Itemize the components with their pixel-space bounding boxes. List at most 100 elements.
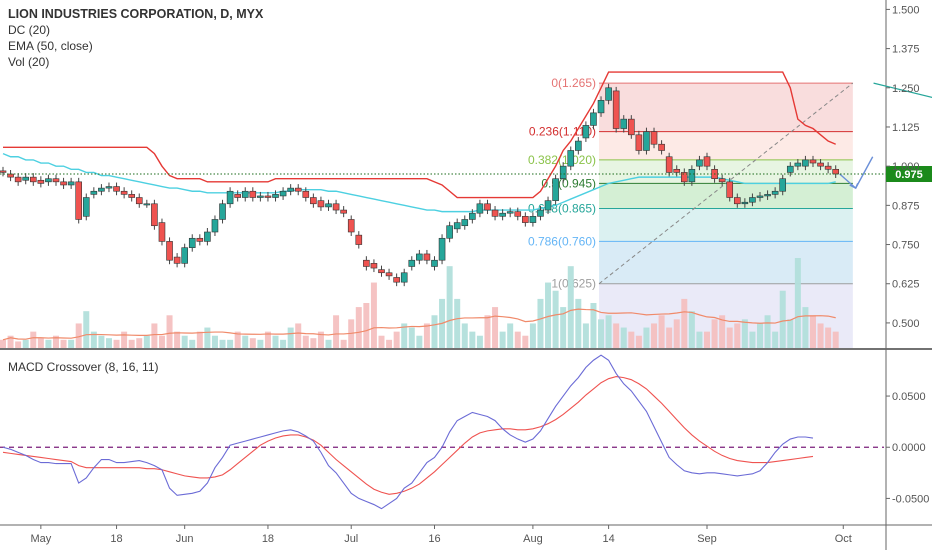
- macd-signal-line: [2, 376, 814, 495]
- volume-bar: [37, 338, 44, 348]
- candle: [310, 197, 317, 205]
- volume-bar: [673, 319, 680, 348]
- volume-bar: [545, 282, 552, 348]
- candle: [188, 237, 196, 248]
- candle: [105, 186, 113, 189]
- volume-bar: [514, 331, 521, 348]
- candle: [279, 190, 287, 197]
- volume-bar: [234, 331, 241, 348]
- volume-bar: [317, 331, 324, 348]
- candle: [257, 195, 264, 198]
- volume-bar: [681, 298, 688, 348]
- candle: [605, 87, 612, 101]
- volume-bar: [575, 298, 582, 348]
- candle: [484, 203, 491, 211]
- volume-bar: [98, 335, 105, 348]
- candle: [272, 194, 279, 198]
- candle: [294, 187, 302, 192]
- macd-indicator-label: MACD Crossover (8, 16, 11): [8, 360, 159, 374]
- volume-bar: [560, 307, 567, 348]
- volume-bar: [757, 323, 763, 348]
- candle: [370, 263, 378, 269]
- candle: [794, 162, 802, 167]
- time-tick-label: 18: [262, 533, 274, 545]
- candle: [514, 211, 522, 217]
- volume-bar: [582, 323, 589, 348]
- volume-bar: [741, 319, 748, 348]
- volume-bar: [484, 315, 491, 348]
- price-tick-label: 0.500: [892, 318, 920, 330]
- candle: [90, 190, 98, 195]
- volume-bar: [507, 323, 514, 348]
- volume-bar: [537, 298, 544, 348]
- volume-bar: [113, 339, 120, 348]
- volume-bar: [628, 331, 635, 348]
- volume-bar: [446, 266, 453, 348]
- volume-bar: [832, 331, 839, 348]
- candle: [82, 197, 90, 217]
- candle: [135, 197, 143, 205]
- projection-arrow-down: [839, 173, 857, 189]
- candle: [680, 172, 688, 183]
- volume-bar: [590, 303, 597, 348]
- volume-bar: [257, 339, 264, 348]
- price-tick-label: 1.000: [892, 161, 920, 173]
- time-tick-label: Oct: [835, 533, 852, 545]
- candle: [211, 219, 219, 233]
- macd-tick-label: -0.0500: [892, 493, 929, 505]
- volume-bar: [355, 307, 362, 348]
- volume-bar: [620, 327, 627, 348]
- candle: [628, 118, 635, 136]
- candle: [355, 234, 363, 245]
- volume-bar: [658, 315, 665, 348]
- ema-indicator-label: EMA (50, close): [8, 39, 93, 53]
- candle: [597, 100, 605, 114]
- candle: [575, 140, 582, 151]
- volume-bar: [136, 338, 143, 348]
- price-legend: LION INDUSTRIES CORPORATION, D, MYX DC (…: [8, 6, 263, 70]
- candle: [332, 203, 340, 211]
- volume-bar: [60, 339, 67, 348]
- volume-bar: [696, 331, 703, 348]
- fib-zone: [599, 241, 853, 284]
- candle: [75, 181, 82, 220]
- candle: [764, 194, 771, 197]
- candle: [37, 179, 45, 184]
- candle: [461, 219, 469, 227]
- candle: [741, 201, 749, 205]
- volume-bar: [75, 323, 82, 348]
- volume-bar: [772, 331, 779, 348]
- volume-bar: [726, 327, 733, 348]
- candle: [590, 112, 597, 126]
- fib-level-label: 0.786(0.760): [528, 234, 596, 248]
- triangle-trendline: [873, 82, 932, 99]
- price-tick-label: 0.625: [892, 279, 920, 291]
- candle: [408, 259, 416, 267]
- volume-bar: [522, 335, 529, 348]
- volume-bar: [302, 335, 309, 348]
- volume-bar: [128, 339, 135, 348]
- candle: [612, 90, 620, 129]
- ema-line: [2, 152, 836, 213]
- volume-bar: [204, 327, 211, 348]
- macd-line: [2, 354, 814, 510]
- fib-level-label: 0.382(1.020): [528, 153, 596, 167]
- volume-bar: [174, 331, 181, 348]
- volume-bar: [711, 319, 718, 348]
- volume-bar: [249, 338, 256, 348]
- volume-bar: [333, 315, 340, 348]
- candle: [506, 211, 514, 214]
- volume-bar: [83, 311, 90, 348]
- price-tick-label: 1.500: [892, 4, 920, 16]
- candle: [499, 212, 506, 217]
- volume-bar: [151, 323, 158, 348]
- time-tick-label: 18: [110, 533, 122, 545]
- fib-zone: [599, 208, 853, 242]
- candle: [529, 216, 537, 223]
- candle: [635, 134, 643, 151]
- fib-zone: [599, 83, 853, 132]
- price-tick-label: 0.875: [892, 200, 920, 212]
- volume-bar: [211, 335, 218, 348]
- volume-bar: [719, 315, 726, 348]
